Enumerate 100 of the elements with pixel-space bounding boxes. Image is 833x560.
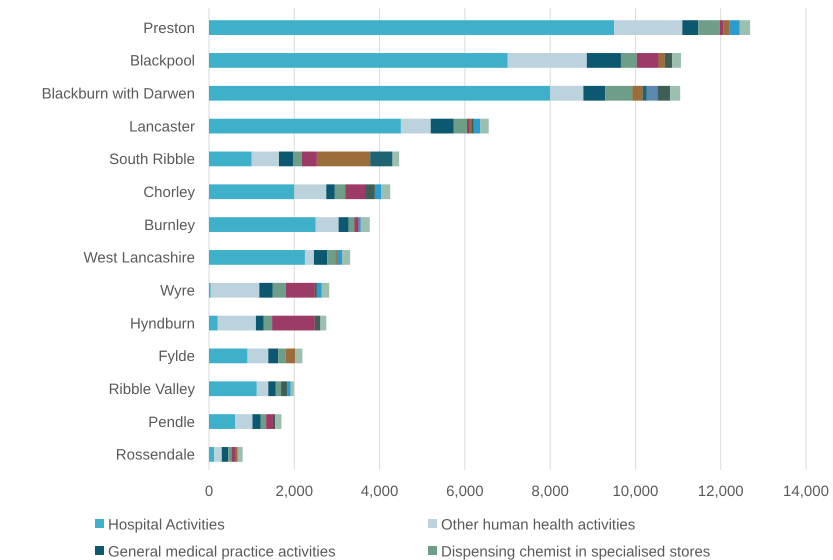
bar	[342, 250, 350, 265]
bar	[294, 184, 326, 200]
bar	[636, 53, 658, 68]
bar	[430, 118, 454, 134]
bar	[334, 184, 346, 200]
bar	[235, 447, 238, 462]
bar	[730, 20, 740, 35]
bar	[374, 184, 382, 200]
y-tick-label: Rossendale	[116, 446, 195, 464]
bar	[316, 217, 339, 232]
bar	[209, 250, 305, 265]
x-tick-label: 6,000	[446, 483, 484, 500]
bar	[632, 86, 643, 101]
bar	[209, 316, 218, 330]
bar	[370, 152, 392, 166]
x-tick-label: 4,000	[360, 483, 398, 500]
bar	[256, 316, 264, 330]
bar	[272, 316, 315, 330]
bar	[238, 447, 243, 462]
bar	[360, 217, 370, 232]
bar	[228, 447, 232, 462]
bar	[209, 118, 401, 134]
bar	[222, 447, 228, 462]
bar	[672, 53, 682, 68]
x-tick-label: 10,000	[612, 483, 658, 500]
legend-label: Other human health activities	[441, 516, 636, 534]
y-tick-label: Fylde	[158, 348, 195, 366]
y-tick-label: South Ribble	[109, 151, 195, 168]
bar	[218, 316, 256, 330]
bar	[209, 53, 508, 68]
bar	[366, 184, 375, 200]
y-tick-label: Chorley	[143, 184, 196, 202]
bar	[354, 217, 359, 232]
y-tick-label: Blackburn with Darwen	[42, 86, 195, 103]
bar	[235, 414, 252, 429]
legend-label: Hospital Activities	[108, 516, 225, 534]
bar	[646, 86, 658, 101]
bar	[275, 414, 282, 429]
bar	[614, 20, 682, 35]
bar	[620, 53, 637, 68]
bar	[682, 20, 698, 35]
bar	[327, 250, 336, 265]
bar	[314, 316, 320, 330]
bar	[664, 53, 672, 68]
bar	[210, 282, 260, 298]
y-tick-label: Wyre	[160, 282, 195, 300]
y-tick-label: Burnley	[144, 216, 196, 234]
bar	[209, 414, 236, 429]
x-tick-label: 0	[204, 483, 214, 500]
bar	[723, 20, 730, 35]
bar	[392, 152, 400, 166]
bar	[260, 414, 266, 429]
y-tick-label: Pendle	[148, 414, 195, 431]
bar	[471, 118, 474, 134]
bar	[658, 86, 670, 101]
bar	[209, 152, 252, 166]
bar	[739, 20, 750, 35]
bar	[583, 86, 606, 101]
bar	[278, 348, 286, 364]
y-tick-label: Lancaster	[129, 118, 196, 136]
bar	[642, 86, 647, 101]
bar	[316, 152, 370, 166]
bar	[286, 282, 315, 298]
legend-label: General medical practice activities	[108, 543, 336, 560]
bar	[268, 348, 278, 364]
bar	[209, 381, 257, 396]
bar	[209, 217, 316, 232]
bar	[670, 86, 680, 101]
bar	[281, 381, 288, 396]
bar	[295, 348, 302, 364]
bar	[605, 86, 632, 101]
bar	[259, 282, 273, 298]
bar	[348, 217, 354, 232]
bar	[550, 86, 584, 101]
bar	[326, 184, 335, 200]
bar	[214, 447, 222, 462]
x-tick-label: 2,000	[276, 483, 314, 500]
bar	[508, 53, 587, 68]
bar	[252, 414, 261, 429]
bar	[316, 282, 322, 298]
bar	[276, 381, 282, 396]
bar	[338, 217, 348, 232]
bar	[209, 86, 550, 101]
bar	[586, 53, 621, 68]
bar	[209, 184, 294, 200]
bar	[320, 316, 326, 330]
bar	[720, 20, 724, 35]
bar	[209, 348, 248, 364]
bar	[272, 282, 286, 298]
bar	[209, 447, 214, 462]
bar	[272, 414, 276, 429]
x-tick-label: 14,000	[783, 483, 829, 500]
legend-label: Dispensing chemist in specialised stores	[441, 543, 710, 560]
bar	[658, 53, 665, 68]
bar	[322, 282, 330, 298]
bar	[287, 381, 290, 396]
bar	[293, 152, 302, 166]
bar	[264, 316, 272, 330]
y-tick-label: West Lancashire	[84, 250, 195, 267]
bar	[304, 250, 314, 265]
